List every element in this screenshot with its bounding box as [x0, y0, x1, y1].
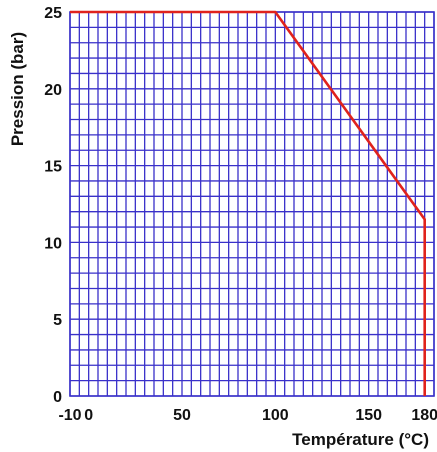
grid-lines [69, 11, 435, 397]
y-tick-label: 5 [53, 312, 62, 329]
y-tick-labels: 0 5 10 15 20 25 [44, 5, 62, 406]
pressure-temperature-curve [70, 10, 427, 396]
series-layer [70, 10, 427, 396]
y-tick-label: 15 [44, 159, 62, 176]
x-tick-label: 180 [411, 407, 437, 424]
y-tick-label: 10 [44, 235, 62, 252]
y-tick-label: 20 [44, 82, 62, 99]
x-tick-labels: -10 0 50 100 150 180 [58, 407, 437, 424]
x-tick-label: 50 [173, 407, 191, 424]
x-tick-label: -10 [58, 407, 81, 424]
plot-frame [69, 11, 435, 397]
y-tick-label: 0 [53, 389, 62, 406]
y-tick-label: 25 [44, 5, 62, 22]
x-tick-label: 150 [355, 407, 382, 424]
x-tick-label: 0 [84, 407, 93, 424]
x-tick-label: 100 [262, 407, 289, 424]
y-axis-title: Pression (bar) [8, 32, 27, 146]
x-axis-title: Température (°C) [292, 430, 429, 449]
